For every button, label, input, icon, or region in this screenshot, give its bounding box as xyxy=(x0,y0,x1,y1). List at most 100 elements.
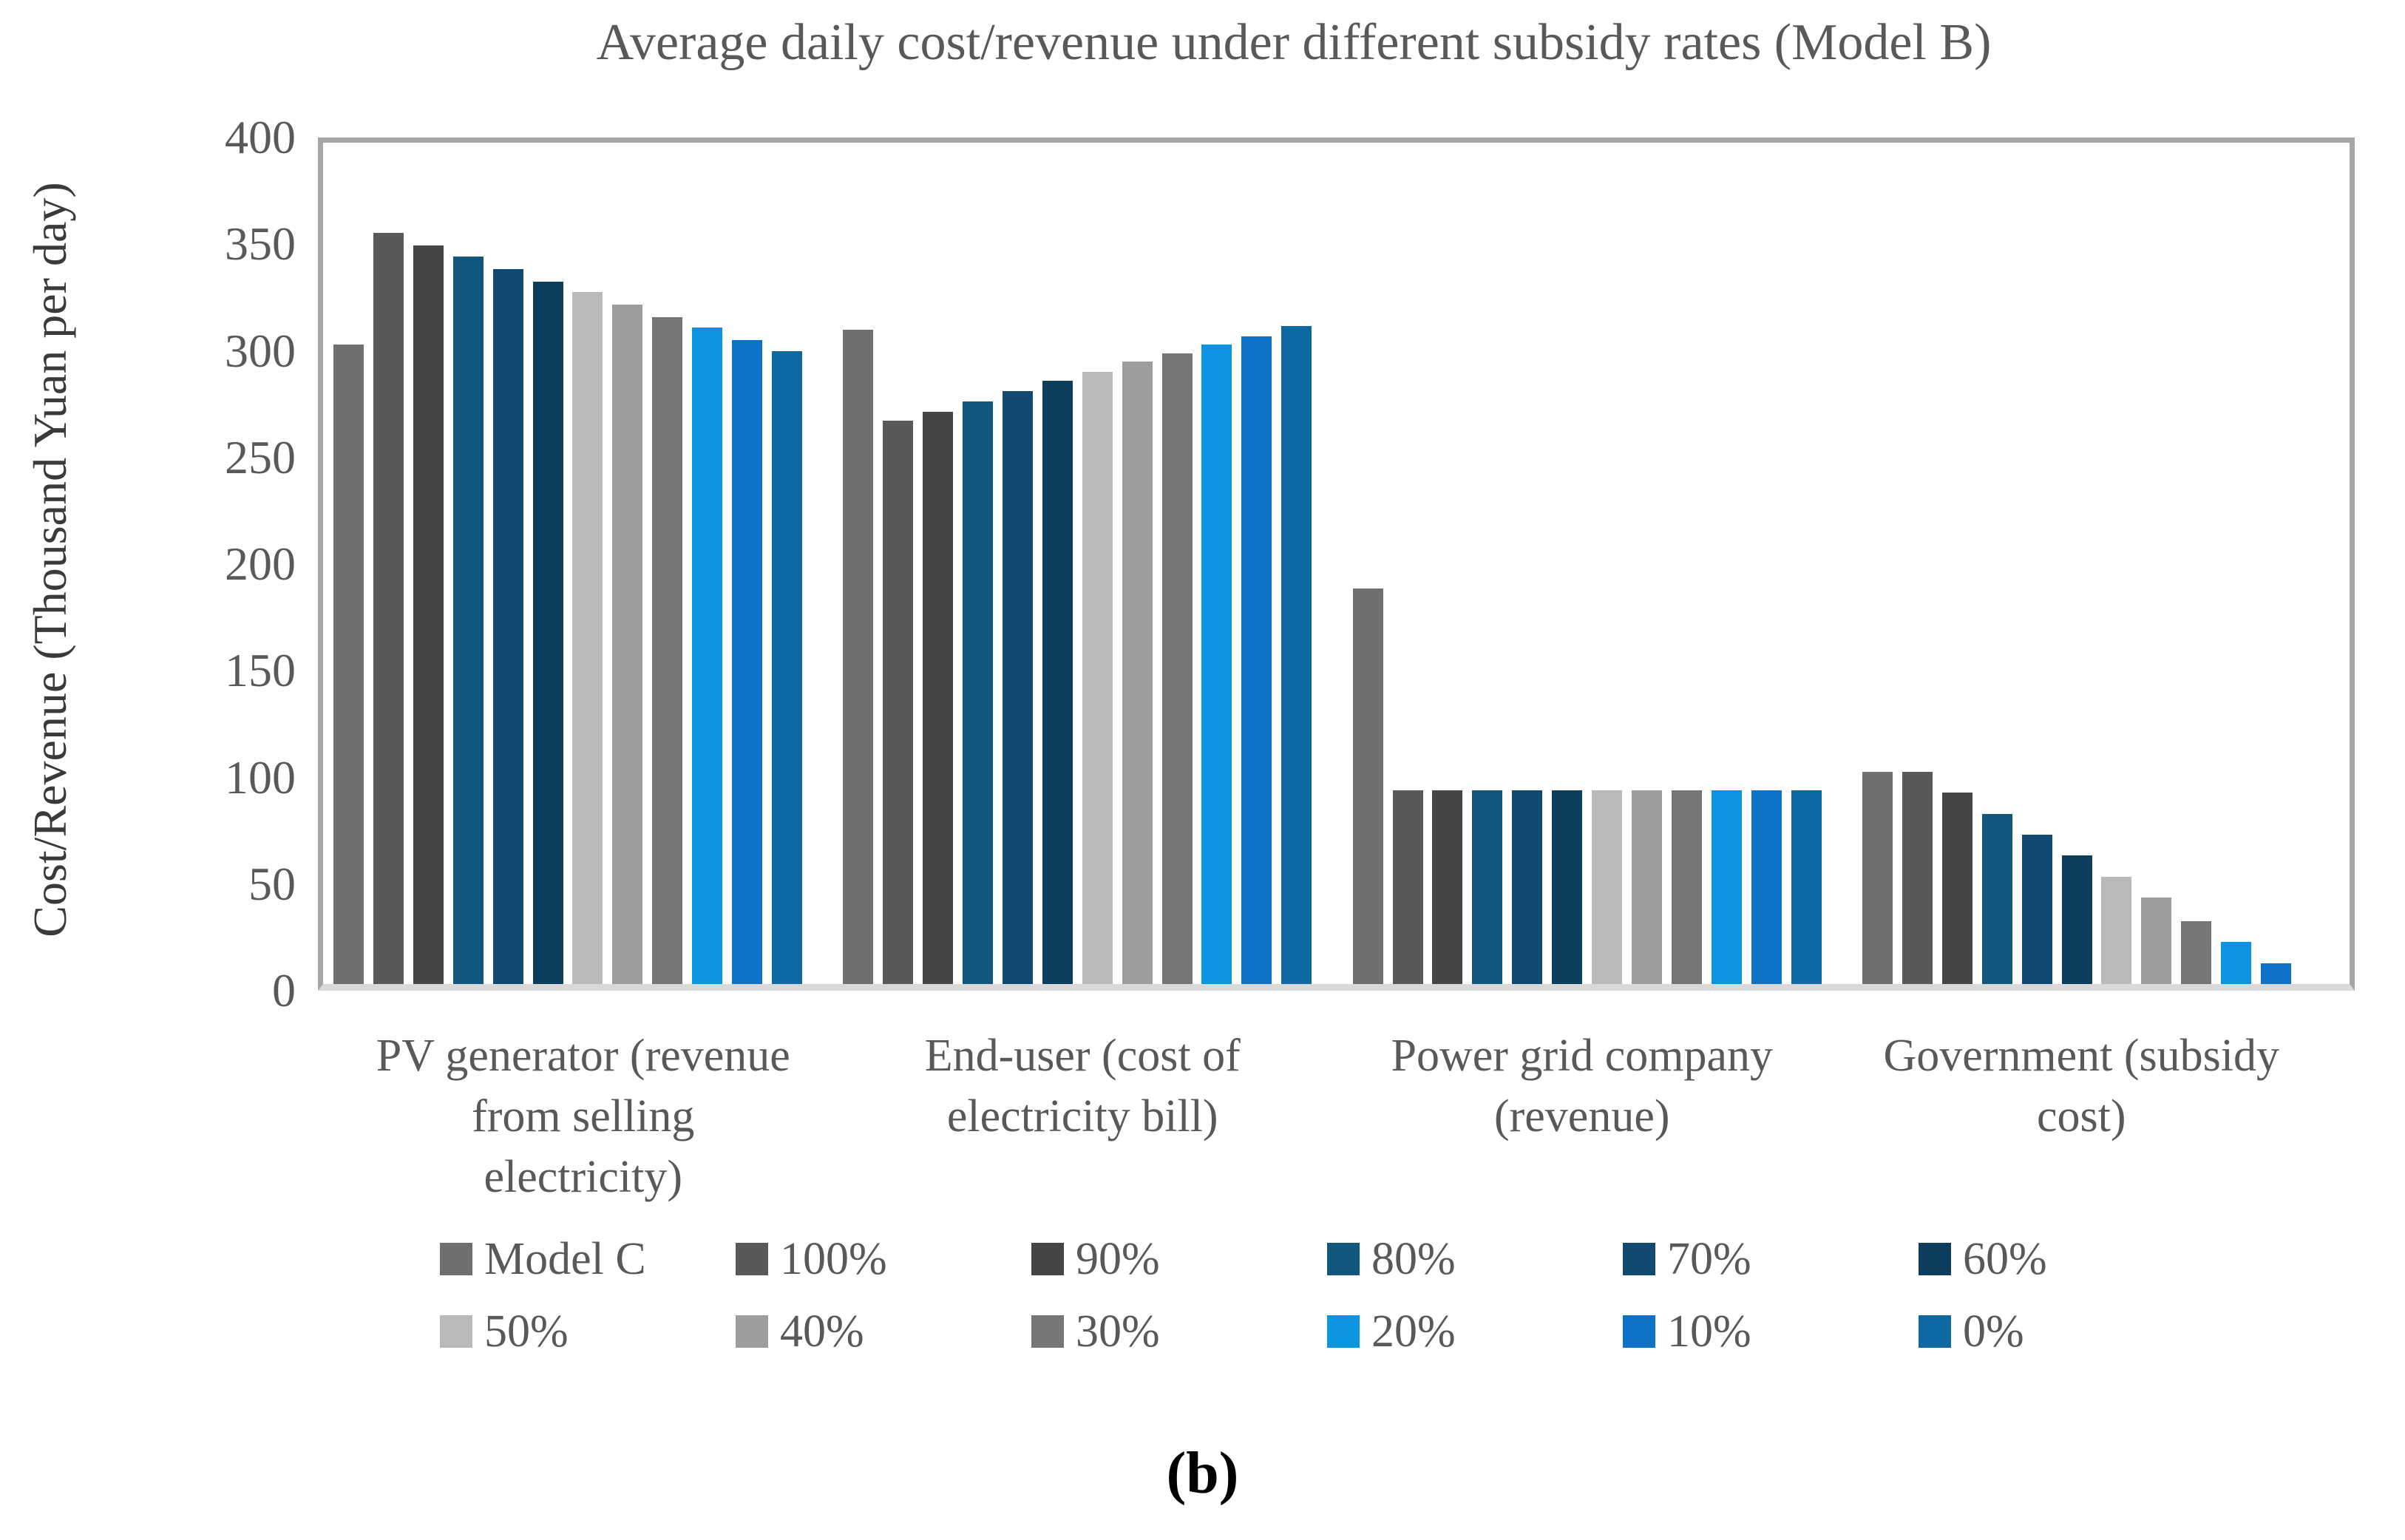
y-tick-label: 100 xyxy=(225,750,296,804)
legend-swatch-icon xyxy=(1919,1315,1951,1348)
y-tick-label: 150 xyxy=(225,644,296,697)
legend-item-30%: 30% xyxy=(1031,1309,1327,1354)
y-tick-label: 50 xyxy=(248,857,296,910)
legend-item-Model C: Model C xyxy=(440,1236,736,1282)
bar-20% xyxy=(1711,790,1742,984)
y-axis-tick-labels: 400 350 300 250 200 150 100 50 0 xyxy=(0,114,296,1014)
y-tick-label: 400 xyxy=(225,111,296,163)
bar-100% xyxy=(373,233,404,984)
bar-50% xyxy=(572,292,603,984)
bar-80% xyxy=(1981,813,2012,984)
bar-40% xyxy=(1122,361,1153,984)
legend-swatch-icon xyxy=(1031,1243,1064,1275)
bar-50% xyxy=(2101,876,2132,984)
bar-70% xyxy=(1002,390,1033,984)
bar-20% xyxy=(1201,345,1232,984)
legend-swatch-icon xyxy=(1623,1243,1655,1275)
figure-caption: (b) xyxy=(1166,1441,1239,1506)
legend-item-10%: 10% xyxy=(1623,1309,1919,1354)
legend-swatch-icon xyxy=(1919,1243,1951,1275)
bar-80% xyxy=(1472,790,1503,984)
bar-50% xyxy=(1082,372,1113,984)
legend-label: 80% xyxy=(1371,1234,1456,1284)
legend-label: 90% xyxy=(1076,1234,1160,1284)
legend-swatch-icon xyxy=(736,1243,768,1275)
bar-10% xyxy=(2261,963,2292,984)
bar-100% xyxy=(1902,771,1933,984)
legend-item-20%: 20% xyxy=(1327,1309,1623,1354)
x-axis-category-labels: PV generator (revenue from selling elect… xyxy=(323,1026,2350,1207)
bar-70% xyxy=(492,268,523,984)
legend-label: 30% xyxy=(1076,1306,1160,1357)
bar-Model C xyxy=(843,330,874,984)
bar-90% xyxy=(923,412,954,984)
x-category-label: PV generator (revenue from selling elect… xyxy=(376,1031,790,1202)
legend-label: 40% xyxy=(780,1306,864,1357)
legend-swatch-icon xyxy=(440,1315,472,1348)
legend-label: 100% xyxy=(780,1234,887,1284)
legend-swatch-icon xyxy=(1623,1315,1655,1348)
bar-70% xyxy=(2021,835,2052,984)
bar-Model C xyxy=(1862,771,1893,984)
legend-label: 50% xyxy=(484,1306,569,1357)
bar-0% xyxy=(1791,790,1822,984)
bar-60% xyxy=(1552,790,1583,984)
y-tick-label: 300 xyxy=(225,324,296,377)
legend-item-50%: 50% xyxy=(440,1309,736,1354)
bar-group xyxy=(843,143,1312,984)
legend-label: 20% xyxy=(1371,1306,1456,1357)
legend-item-70%: 70% xyxy=(1623,1236,1919,1282)
bar-group xyxy=(1352,143,1822,984)
legend-item-0%: 0% xyxy=(1919,1309,2214,1354)
y-tick-label: 0 xyxy=(272,964,296,1017)
bar-30% xyxy=(1161,353,1193,984)
bar-30% xyxy=(1671,790,1702,984)
bar-30% xyxy=(652,317,683,984)
bar-100% xyxy=(1392,790,1423,984)
bar-60% xyxy=(1042,380,1073,984)
legend-label: 70% xyxy=(1667,1234,1751,1284)
bar-80% xyxy=(963,401,994,984)
legend-item-60%: 60% xyxy=(1919,1236,2214,1282)
bar-group xyxy=(333,143,802,984)
legend-item-40%: 40% xyxy=(736,1309,1031,1354)
legend-item-100%: 100% xyxy=(736,1236,1031,1282)
legend-item-90%: 90% xyxy=(1031,1236,1327,1282)
x-category-label: Government (subsidy cost) xyxy=(1883,1031,2280,1142)
legend-swatch-icon xyxy=(1327,1243,1360,1275)
bar-10% xyxy=(1241,336,1272,984)
bar-90% xyxy=(1432,790,1463,984)
bar-group xyxy=(1862,143,2331,984)
legend-label: 60% xyxy=(1963,1234,2047,1284)
y-tick-label: 350 xyxy=(225,217,296,271)
plot-area xyxy=(318,138,2355,991)
bar-20% xyxy=(692,328,723,984)
y-tick-label: 200 xyxy=(225,537,296,590)
legend-swatch-icon xyxy=(736,1315,768,1348)
bar-60% xyxy=(532,281,563,984)
legend-swatch-icon xyxy=(440,1243,472,1275)
legend-swatch-icon xyxy=(1031,1315,1064,1348)
bar-20% xyxy=(2221,942,2252,984)
chart-title: Average daily cost/revenue under differe… xyxy=(596,14,1992,71)
bar-10% xyxy=(1751,790,1782,984)
bar-Model C xyxy=(333,345,364,984)
legend-label: Model C xyxy=(484,1234,646,1284)
bar-90% xyxy=(1941,793,1972,984)
legend-label: 0% xyxy=(1963,1306,2024,1357)
bar-100% xyxy=(883,420,914,984)
legend: Model C 100% 90% 80% 70% 60% 50% 40% 30% 20% 10% 0% xyxy=(440,1236,2214,1354)
bar-40% xyxy=(612,305,643,984)
bar-0% xyxy=(1281,325,1312,984)
bar-70% xyxy=(1512,790,1543,984)
bar-0% xyxy=(771,350,802,984)
bar-40% xyxy=(1632,790,1662,984)
bar-90% xyxy=(413,245,444,984)
bar-60% xyxy=(2061,855,2092,984)
bar-80% xyxy=(452,256,484,984)
bar-40% xyxy=(2141,898,2172,984)
legend-item-80%: 80% xyxy=(1327,1236,1623,1282)
bar-10% xyxy=(732,340,763,984)
legend-swatch-icon xyxy=(1327,1315,1360,1348)
x-category-label: End-user (cost of electricity bill) xyxy=(924,1031,1241,1142)
